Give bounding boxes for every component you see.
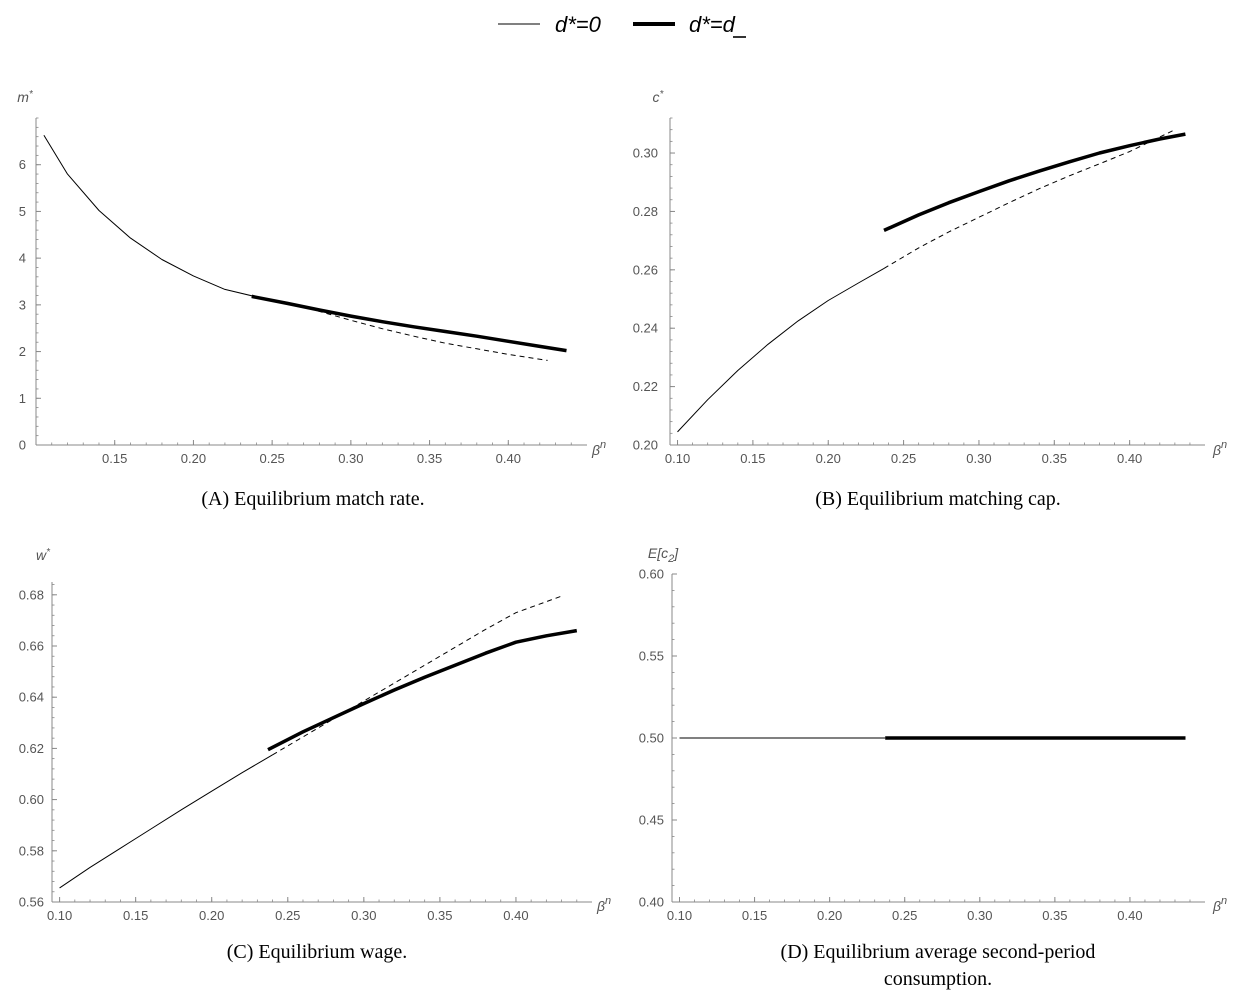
x-axis-label: βn (1212, 439, 1227, 458)
y-axis-label: c* (653, 89, 665, 105)
y-tick-label: 0.28 (633, 204, 658, 219)
x-tick-label: 0.15 (740, 451, 765, 466)
x-tick-label: 0.40 (503, 908, 528, 923)
x-tick-label: 0.25 (891, 451, 916, 466)
y-tick-label: 0.62 (19, 741, 44, 756)
y-tick-label: 0.40 (639, 895, 664, 910)
x-tick-label: 0.10 (667, 908, 692, 923)
x-tick-label: 0.30 (351, 908, 376, 923)
y-tick-label: 0.58 (19, 843, 44, 858)
y-tick-label: 0.68 (19, 587, 44, 602)
x-axis-label: βn (596, 895, 611, 914)
x-tick-label: 0.15 (102, 451, 127, 466)
series-line-thick (267, 628, 578, 752)
y-tick-label: 0.56 (19, 895, 44, 910)
panel-a-match-rate: 0.15 0.20 0.25 0.30 0.35 0.40 0 1 2 3 4 5 6 m* βn (A) E… (17, 89, 606, 510)
x-tick-label: 0.20 (181, 451, 206, 466)
x-tick-label: 0.15 (123, 908, 148, 923)
series-line-thick (883, 132, 1186, 232)
y-tick-label: 0.30 (633, 146, 658, 161)
y-tick-label: 0.60 (19, 792, 44, 807)
y-axis-label: w* (36, 547, 51, 563)
series-line-thin (59, 754, 273, 889)
y-tick-label: 4 (19, 251, 26, 266)
x-tick-label: 0.25 (275, 908, 300, 923)
x-tick-label: 0.20 (816, 451, 841, 466)
y-tick-label: 0.26 (633, 262, 658, 277)
y-tick-label: 0.20 (633, 438, 658, 453)
y-tick-label: 2 (19, 344, 26, 359)
series-line-dashed (272, 595, 562, 756)
series-line-thick (251, 294, 567, 353)
y-tick-label: 0.50 (639, 731, 664, 746)
x-tick-label: 0.10 (47, 908, 72, 923)
panel-c-wage: 0.10 0.15 0.20 0.25 0.30 0.35 0.40 0.56 0.58 0.60… (19, 547, 611, 963)
y-tick-label: 0.24 (633, 321, 658, 336)
x-tick-label: 0.25 (892, 908, 917, 923)
x-tick-label: 0.35 (417, 451, 442, 466)
x-tick-label: 0.10 (665, 451, 690, 466)
y-tick-label: 0 (19, 438, 26, 453)
legend-label-thin: d*=0 (555, 12, 602, 37)
legend: d*=0 d*=d (498, 12, 746, 38)
x-tick-label: 0.30 (967, 908, 992, 923)
y-tick-label: 5 (19, 204, 26, 219)
panel-caption: (A) Equilibrium match rate. (201, 488, 424, 510)
y-tick-label: 0.64 (19, 690, 44, 705)
x-tick-label: 0.20 (817, 908, 842, 923)
x-tick-label: 0.20 (199, 908, 224, 923)
panel-d-second-period-consumption: 0.10 0.15 0.20 0.25 0.30 0.35 0.40 0.40 0.45 0.50… (639, 545, 1227, 990)
y-tick-label: 0.60 (639, 567, 664, 582)
panel-caption: (D) Equilibrium average second-period (781, 941, 1096, 963)
y-tick-label: 0.66 (19, 639, 44, 654)
x-tick-label: 0.30 (338, 451, 363, 466)
panel-caption: (B) Equilibrium matching cap. (815, 488, 1061, 510)
x-axis-label: βn (591, 439, 606, 458)
series-line-thin (677, 267, 885, 433)
y-tick-label: 0.45 (639, 813, 664, 828)
y-axis-label: m* (17, 89, 34, 105)
x-tick-label: 0.15 (742, 908, 767, 923)
x-tick-label: 0.40 (496, 451, 521, 466)
x-tick-label: 0.35 (1042, 451, 1067, 466)
y-axis-label: E[c2] (648, 545, 679, 565)
panel-caption: consumption. (884, 968, 992, 990)
x-tick-label: 0.40 (1117, 451, 1142, 466)
y-tick-label: 0.55 (639, 649, 664, 664)
panel-caption: (C) Equilibrium wage. (227, 941, 408, 963)
x-tick-label: 0.25 (259, 451, 284, 466)
x-axis-label: βn (1212, 895, 1227, 914)
y-tick-label: 1 (19, 391, 26, 406)
panel-b-matching-cap: 0.10 0.15 0.20 0.25 0.30 0.35 0.40 0.20 0.22 0.24… (633, 89, 1227, 510)
x-tick-label: 0.40 (1117, 908, 1142, 923)
x-tick-label: 0.35 (427, 908, 452, 923)
series-line-thin (43, 135, 257, 298)
y-tick-label: 0.22 (633, 379, 658, 394)
x-tick-label: 0.35 (1042, 908, 1067, 923)
y-tick-label: 3 (19, 297, 26, 312)
y-tick-label: 6 (19, 157, 26, 172)
series-line-dashed (883, 129, 1176, 269)
legend-label-thick: d*=d (689, 12, 736, 37)
x-tick-label: 0.30 (966, 451, 991, 466)
